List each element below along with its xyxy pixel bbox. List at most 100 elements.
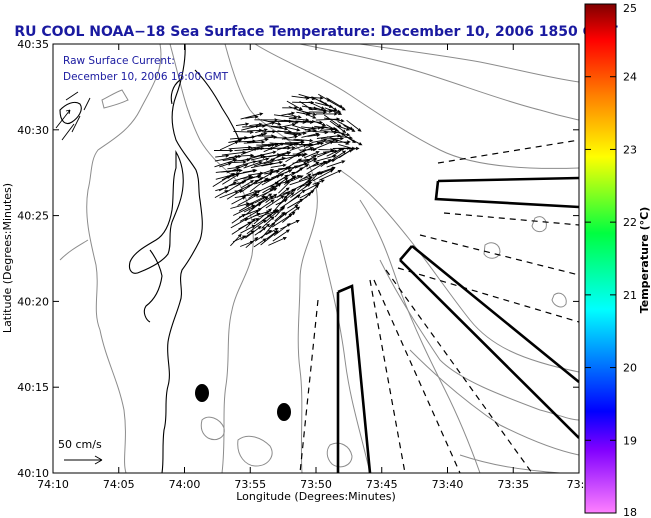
current-vector xyxy=(260,221,276,239)
current-vector xyxy=(230,202,250,209)
dashed-transect-lines xyxy=(299,139,579,473)
current-vector xyxy=(303,154,318,164)
current-vector xyxy=(243,140,266,144)
x-tick-label: 73:40 xyxy=(432,478,464,491)
current-vector xyxy=(240,179,259,193)
current-vector xyxy=(273,223,291,237)
current-vector xyxy=(228,145,253,150)
current-vector xyxy=(250,143,276,149)
y-axis-ticks: 40:10 40:15 40:20 40:25 40:30 40:35 xyxy=(17,38,579,480)
current-vector xyxy=(270,163,287,168)
current-vector xyxy=(296,158,318,169)
current-vector xyxy=(263,142,285,153)
current-vector xyxy=(253,208,273,225)
current-vector xyxy=(320,136,345,141)
current-vector xyxy=(296,177,312,191)
current-vector xyxy=(230,217,249,229)
y-tick-label: 40:35 xyxy=(17,38,49,51)
current-vector xyxy=(265,195,285,209)
current-vector xyxy=(343,125,356,132)
current-vector xyxy=(256,172,273,183)
y-axis-label: Latitude (Degrees:Minutes) xyxy=(1,183,14,333)
current-vector xyxy=(257,150,277,157)
current-vector xyxy=(319,99,338,111)
current-vector xyxy=(309,110,327,114)
current-vector xyxy=(249,177,269,193)
current-vector xyxy=(277,166,291,175)
current-vector xyxy=(261,183,282,198)
current-vector xyxy=(346,119,362,132)
current-vector xyxy=(229,160,247,164)
current-vector xyxy=(268,236,287,246)
current-vector xyxy=(270,126,289,131)
current-vector xyxy=(265,228,279,235)
current-vector xyxy=(306,161,327,175)
current-vector xyxy=(290,183,311,198)
current-vector xyxy=(310,140,334,151)
chart-title: RU COOL NOAA−18 Sea Surface Temperature:… xyxy=(14,24,618,40)
current-vector xyxy=(259,223,270,234)
current-vector xyxy=(231,213,246,224)
current-vector xyxy=(245,225,262,239)
solid-boundary-polygons xyxy=(336,176,579,473)
x-axis-ticks: 74:10 74:05 74:00 73:55 73:50 73:45 73:40 73:35… xyxy=(37,44,591,491)
current-vector xyxy=(341,146,360,151)
x-tick-label: 74:00 xyxy=(169,478,201,491)
current-vector xyxy=(272,229,290,242)
current-vector xyxy=(293,138,314,143)
current-vector xyxy=(319,169,342,181)
current-vector xyxy=(329,100,346,111)
current-vector xyxy=(281,135,299,140)
current-vector xyxy=(324,117,345,123)
current-vector xyxy=(219,141,239,151)
current-vector xyxy=(306,161,320,170)
x-tick-label: 73:55 xyxy=(234,478,266,491)
current-vector xyxy=(264,209,280,223)
y-tick-label: 40:10 xyxy=(17,467,49,480)
current-vector xyxy=(246,219,267,235)
current-vector xyxy=(336,125,351,131)
current-vector xyxy=(241,153,265,162)
surface-current-vectors xyxy=(212,93,363,249)
current-vector xyxy=(313,154,337,163)
current-vector xyxy=(284,126,301,132)
current-vector xyxy=(270,191,291,200)
current-vector xyxy=(260,119,282,126)
current-vector xyxy=(317,149,336,158)
current-vector xyxy=(292,152,308,156)
colorbar-tick-label: 20 xyxy=(623,362,637,375)
colorbar-tick-label: 25 xyxy=(623,2,637,15)
current-vector xyxy=(328,108,342,114)
current-vector xyxy=(288,206,301,215)
current-vector xyxy=(304,126,322,131)
current-vector xyxy=(241,146,261,156)
current-vector xyxy=(308,101,325,110)
current-vector xyxy=(222,173,240,185)
current-vector xyxy=(279,194,301,209)
x-tick-label: 73:35 xyxy=(497,478,529,491)
current-vector xyxy=(261,175,280,186)
colorbar-tick-label: 22 xyxy=(623,216,637,229)
current-vector xyxy=(230,233,242,247)
current-vector xyxy=(240,225,256,234)
current-vector xyxy=(257,168,275,176)
current-vector xyxy=(258,199,275,211)
current-vector xyxy=(243,161,263,169)
current-vector xyxy=(273,114,298,120)
current-vector xyxy=(315,112,338,116)
current-vector xyxy=(271,213,293,228)
current-vector xyxy=(253,238,267,248)
current-vector xyxy=(240,112,264,120)
current-vector xyxy=(282,146,296,150)
current-vector xyxy=(254,178,271,185)
current-vector xyxy=(218,181,237,192)
marker-dot-1 xyxy=(195,384,209,402)
current-vector xyxy=(320,159,332,167)
colorbar-ticks: 18 19 20 21 22 23 24 25 xyxy=(585,2,637,518)
current-vector xyxy=(233,204,256,216)
current-vector xyxy=(304,141,321,149)
current-vector xyxy=(261,160,284,167)
current-vector xyxy=(239,210,260,222)
current-vector xyxy=(254,193,273,204)
